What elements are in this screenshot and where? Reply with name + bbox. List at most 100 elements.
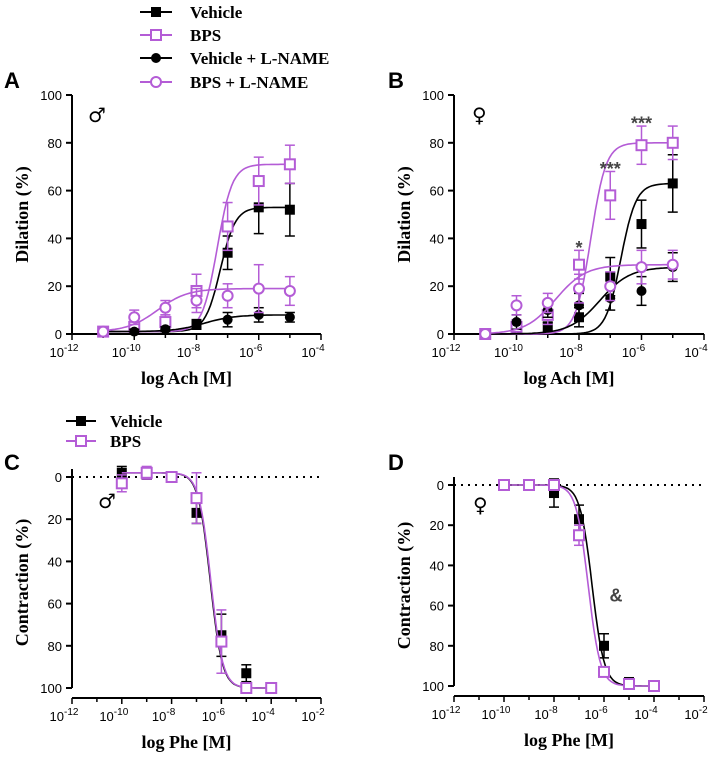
y-tick-label: 0 [437,327,444,342]
x-tick-exponent: -6 [636,343,645,354]
x-tick-exponent: -8 [549,705,558,716]
x-tick-exponent: -8 [574,343,583,354]
x-tick-label: 10-12 [432,705,461,722]
x-axis-title: log Phe [M] [142,732,232,752]
x-tick-exponent: -10 [114,707,129,718]
x-axis-title: log Ach [M] [524,368,615,388]
x-tick-exponent: -6 [216,707,225,718]
x-tick-label: 10-4 [684,343,708,360]
data-point [283,284,296,297]
data-point [623,677,635,690]
y-tick-label: 100 [422,88,444,103]
legend-top: Vehicle BPS Vehicle + L-NAME BPS + L-NAM… [140,3,329,92]
legend-marker-square-filled [151,7,161,17]
y-axis-title: Contraction (%) [394,522,415,649]
x-tick-label: 10-10 [482,705,511,722]
data-point [510,299,523,312]
x-tick-label: 10-12 [50,343,79,360]
y-tick-label: 60 [430,184,444,199]
y-tick-label: 20 [48,279,62,294]
data-point [523,479,535,491]
data-point [128,311,141,324]
legend-label: Vehicle [190,3,243,22]
x-tick-exponent: -8 [191,343,200,354]
data-point [190,492,203,505]
data-point [604,189,617,202]
chart-panel-d: 0 20 40 60 80 100 10-12 10-10 10-8 10-6 10-4 10-2 Co… [394,477,708,750]
data-point [635,139,648,152]
x-tick-exponent: -10 [126,343,141,354]
x-tick-label: 10-8 [534,705,558,722]
data-point [598,665,610,678]
x-tick-exponent: -2 [316,707,325,718]
data-point [221,289,234,302]
data-point [252,282,265,295]
x-tick-exponent: -12 [446,705,461,716]
sex-symbol: ♂ [88,103,106,127]
x-tick-label: 10-4 [634,705,658,722]
x-tick-label: 10-4 [252,707,276,724]
x-tick-label: 10-12 [50,707,79,724]
x-tick-exponent: -4 [316,343,325,354]
data-point [284,312,295,323]
legend-label: BPS [110,432,141,451]
data-point [191,319,202,330]
data-point [253,202,264,213]
x-tick-label: 10-8 [559,343,583,360]
x-tick-label: 10-8 [152,707,176,724]
data-point [667,178,678,189]
data-point [573,258,585,271]
x-axis-title: log Phe [M] [524,730,614,750]
x-tick-label: 10-10 [112,343,141,360]
x-tick-label: 10-10 [494,343,523,360]
data-point [604,280,617,293]
sex-symbol: ♂ [98,489,116,513]
data-point [648,680,660,692]
x-tick-exponent: -10 [496,705,511,716]
legend-item-vehicle: Vehicle [66,412,163,431]
legend-marker-square-open [150,29,162,41]
significance-annotation: & [610,586,623,606]
data-point [165,471,178,483]
x-tick-label: 10-6 [202,707,226,724]
sex-symbol: ♀ [473,493,488,517]
series-bps [115,465,278,694]
chart-panel-a: 0 20 40 60 80 100 10-12 10-10 10-8 10-6 10-4 Dilati… [12,88,325,388]
legend-label: BPS [190,26,221,45]
data-point [115,477,128,490]
data-point [599,640,609,651]
y-tick-label: 80 [430,136,444,151]
chart-panel-c: 0 20 40 60 80 100 10-12 10-10 10-8 10-6 10-4 10-2 Co… [12,465,325,752]
data-point [284,204,295,215]
data-point [635,261,648,274]
data-point [221,220,234,233]
y-tick-label: 0 [55,470,62,485]
data-point [222,314,233,325]
data-point [479,328,492,340]
data-point [666,136,679,149]
y-tick-label: 20 [430,518,444,533]
y-tick-label: 100 [40,88,62,103]
significance-annotation: *** [600,159,621,179]
legend-label: Vehicle + L-NAME [190,49,329,68]
y-tick-label: 40 [48,231,62,246]
series-vehicle [98,180,295,337]
significance-annotation: *** [631,114,652,134]
data-point [511,317,522,328]
x-tick-exponent: -6 [599,705,608,716]
x-tick-exponent: -2 [699,705,708,716]
data-point [129,326,140,337]
legend-marker-circle-open [150,76,162,88]
x-tick-label: 10-2 [301,707,325,724]
y-axis-title: Dilation (%) [394,166,415,263]
x-tick-label: 10-6 [622,343,646,360]
data-point [498,479,510,491]
x-tick-exponent: -6 [254,343,263,354]
y-axis-title: Contraction (%) [12,519,33,646]
x-tick-exponent: -12 [64,343,79,354]
series-bps [498,479,660,692]
legend-mid: Vehicle BPS [66,412,163,451]
chart-panel-b: 0 20 40 60 80 100 10-12 10-10 10-8 10-6 10-4 Dilati… [394,88,708,388]
data-point [241,668,252,679]
